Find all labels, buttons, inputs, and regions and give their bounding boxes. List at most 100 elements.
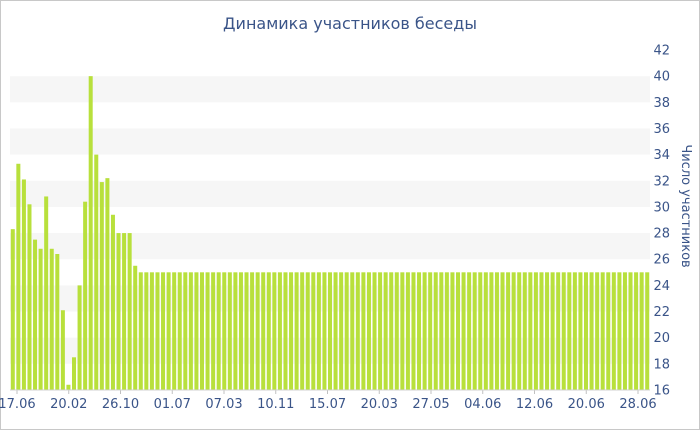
bar: [595, 272, 600, 390]
bar: [645, 272, 650, 390]
bar: [606, 272, 611, 390]
y-axis-ticks: 16 18 20 22 24 26 28 30 32 34 36 38 40 42: [653, 44, 670, 399]
bar: [634, 272, 639, 390]
bar: [110, 214, 115, 390]
x-tick-label: 20.03: [361, 397, 398, 412]
x-axis-ticks: 17.06 20.02 26.10 01.07 07.03 10.11 15.07 20.03…: [0, 390, 657, 412]
y-axis-label: Число участников: [678, 144, 693, 267]
bar: [138, 272, 143, 390]
grid-band: [10, 128, 650, 155]
bar: [16, 163, 21, 390]
x-tick-label: 28.06: [619, 397, 656, 412]
bar: [456, 272, 461, 390]
bar: [422, 272, 427, 390]
bar: [172, 272, 177, 390]
bar: [38, 248, 43, 390]
bar: [411, 272, 416, 390]
bar: [355, 272, 360, 390]
bar: [506, 272, 511, 390]
bar: [417, 272, 422, 390]
bar: [372, 272, 377, 390]
bar: [261, 272, 266, 390]
x-tick-label: 07.03: [205, 397, 242, 412]
bar: [350, 272, 355, 390]
bar: [205, 272, 210, 390]
bar: [166, 272, 171, 390]
bar: [450, 272, 455, 390]
bar: [222, 272, 227, 390]
x-tick-label: 04.06: [464, 397, 501, 412]
bar: [539, 272, 544, 390]
bar: [60, 310, 65, 390]
bar: [383, 272, 388, 390]
bar: [528, 272, 533, 390]
bar: [617, 272, 622, 390]
x-tick-label: 15.07: [309, 397, 346, 412]
bar: [400, 272, 405, 390]
y-tick-label: 32: [653, 174, 670, 189]
bar: [433, 272, 438, 390]
bar: [255, 272, 260, 390]
bar: [472, 272, 477, 390]
bar: [49, 248, 54, 390]
bar: [533, 272, 538, 390]
bar: [522, 272, 527, 390]
bar: [405, 272, 410, 390]
bar: [511, 272, 516, 390]
bar: [366, 272, 371, 390]
y-tick-label: 42: [653, 44, 670, 59]
x-tick-label: 17.06: [0, 397, 36, 412]
bar: [316, 272, 321, 390]
bar: [322, 272, 327, 390]
bar: [116, 233, 121, 390]
bar: [149, 272, 154, 390]
y-tick-label: 26: [653, 253, 670, 268]
bar: [439, 272, 444, 390]
x-tick-label: 12.06: [516, 397, 553, 412]
bar: [584, 272, 589, 390]
bar: [105, 178, 110, 390]
bar: [161, 272, 166, 390]
bar: [177, 272, 182, 390]
bar: [639, 272, 644, 390]
bar: [99, 182, 104, 390]
bar: [55, 254, 60, 390]
bar: [272, 272, 277, 390]
bar: [10, 229, 15, 390]
y-tick-label: 38: [653, 96, 670, 111]
bar: [83, 201, 88, 390]
y-tick-label: 24: [653, 279, 670, 294]
bar: [333, 272, 338, 390]
bar: [227, 272, 232, 390]
bar: [311, 272, 316, 390]
x-tick-label: 27.05: [412, 397, 449, 412]
bar: [289, 272, 294, 390]
x-tick-label: 26.10: [102, 397, 139, 412]
bar: [628, 272, 633, 390]
bar: [622, 272, 627, 390]
bar: [339, 272, 344, 390]
bar: [478, 272, 483, 390]
bar: [27, 204, 32, 390]
bar: [294, 272, 299, 390]
bar: [250, 272, 255, 390]
grid-band: [10, 180, 650, 207]
x-tick-label: 20.06: [568, 397, 605, 412]
bar: [344, 272, 349, 390]
bar: [144, 272, 149, 390]
y-tick-label: 36: [653, 122, 670, 137]
bar: [578, 272, 583, 390]
y-tick-label: 34: [653, 148, 670, 163]
bar: [394, 272, 399, 390]
bar: [127, 233, 132, 390]
bar: [33, 239, 38, 390]
bar: [277, 272, 282, 390]
bar: [572, 272, 577, 390]
bar: [467, 272, 472, 390]
bar: [600, 272, 605, 390]
bar: [428, 272, 433, 390]
bar: [88, 76, 93, 391]
bar: [483, 272, 488, 390]
y-tick-label: 22: [653, 305, 670, 320]
